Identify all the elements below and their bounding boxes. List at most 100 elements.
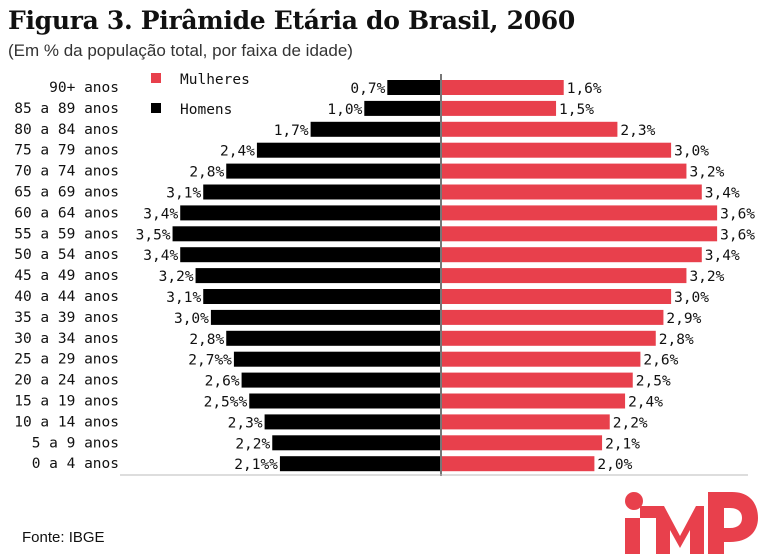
data-label-mulheres: 1,6% [567,81,602,97]
data-label-homens: 2,8% [189,332,224,348]
bar-mulheres-85-a-89-anos [441,100,557,116]
bar-mulheres-55-a-59-anos [441,226,718,242]
category-label: 30 a 34 anos [14,331,119,347]
category-label: 15 a 19 anos [14,394,119,410]
category-label: 80 a 84 anos [14,122,119,138]
category-label: 50 a 54 anos [14,247,119,263]
bar-mulheres-15-a-19-anos [441,393,626,409]
bar-homens-70-a-74-anos [226,163,441,179]
category-label: 0 a 4 anos [32,456,119,472]
bar-homens-15-a-19-anos [249,393,441,409]
data-label-homens: 1,7% [274,123,309,139]
bar-homens-85-a-89-anos [364,100,441,116]
bar-mulheres-75-a-79-anos [441,142,672,158]
category-label: 70 a 74 anos [14,164,119,180]
data-label-mulheres: 2,9% [666,311,701,327]
bar-homens-90plus-anos [387,80,441,95]
category-label: 85 a 89 anos [14,101,119,117]
data-label-homens: 2,3% [228,415,263,431]
labels-group: 90+ anos 0,7% 1,6% 85 a 89 anos 1,0% 1,5% 80 a… [14,80,755,473]
data-label-homens: 3,4% [143,248,178,264]
bar-homens-5-a-9-anos [272,435,441,451]
data-label-homens: 1,0% [327,102,362,118]
data-label-mulheres: 2,1% [605,436,640,452]
category-label: 40 a 44 anos [14,289,119,305]
legend-label-homens: Homens [180,102,232,118]
data-label-homens: 3,2% [159,269,194,285]
data-label-homens: 2,1%% [234,457,278,473]
data-label-mulheres: 3,4% [705,248,740,264]
bar-mulheres-90plus-anos [441,80,564,95]
bar-mulheres-80-a-84-anos [441,121,618,137]
bar-mulheres-50-a-54-anos [441,247,702,263]
bar-homens-65-a-69-anos [203,184,441,200]
data-label-mulheres: 3,2% [689,165,724,181]
bar-homens-30-a-34-anos [226,330,441,346]
category-label: 35 a 39 anos [14,310,119,326]
category-label: 5 a 9 anos [32,435,119,451]
data-label-mulheres: 2,3% [620,123,655,139]
data-label-homens: 3,1% [166,290,201,306]
category-label: 45 a 49 anos [14,268,119,284]
chart-subtitle: (Em % da população total, por faixa de i… [8,41,353,60]
bar-homens-75-a-79-anos [256,142,441,158]
bar-homens-10-a-14-anos [264,414,441,430]
category-label: 90+ anos [49,80,119,96]
category-label: 25 a 29 anos [14,352,119,368]
bar-homens-20-a-24-anos [241,372,441,388]
bar-mulheres-25-a-29-anos [441,351,641,367]
bar-homens-60-a-64-anos [180,205,441,221]
bar-homens-45-a-49-anos [195,268,441,284]
data-label-homens: 0,7% [350,81,385,97]
data-label-mulheres: 2,5% [636,374,671,390]
legend: Mulheres Homens [151,72,250,118]
data-label-mulheres: 3,0% [674,290,709,306]
category-label: 10 a 14 anos [14,414,119,430]
data-label-mulheres: 2,8% [659,332,694,348]
bar-homens-25-a-29-anos [233,351,441,367]
bar-mulheres-5-a-9-anos [441,435,603,451]
data-label-mulheres: 3,6% [720,227,755,243]
bar-mulheres-30-a-34-anos [441,330,656,346]
bar-homens-50-a-54-anos [180,247,441,263]
bar-mulheres-35-a-39-anos [441,309,664,325]
logo-dot [625,492,643,510]
bar-mulheres-70-a-74-anos [441,163,687,179]
data-label-mulheres: 2,6% [643,353,678,369]
bar-mulheres-10-a-14-anos [441,414,610,430]
category-label: 75 a 79 anos [14,143,119,159]
bar-homens-55-a-59-anos [172,226,442,242]
category-label: 65 a 69 anos [14,185,119,201]
mp-logo-icon [625,492,758,554]
data-label-homens: 2,6% [205,374,240,390]
bar-mulheres-0-a-4-anos [441,456,595,472]
data-label-mulheres: 2,4% [628,395,663,411]
data-label-homens: 2,4% [220,144,255,160]
bar-homens-0-a-4-anos [279,456,441,472]
data-label-mulheres: 3,2% [689,269,724,285]
bars-group [172,80,718,472]
data-label-homens: 2,7%% [188,353,232,369]
chart-title: Figura 3. Pirâmide Etária do Brasil, 206… [8,6,575,35]
bar-mulheres-20-a-24-anos [441,372,633,388]
logo-m [625,506,704,554]
logo-p [708,492,758,554]
data-label-mulheres: 1,5% [559,102,594,118]
data-label-homens: 2,2% [235,436,270,452]
data-label-homens: 2,8% [189,165,224,181]
bar-mulheres-40-a-44-anos [441,289,672,304]
category-label: 60 a 64 anos [14,205,119,221]
bar-homens-80-a-84-anos [310,121,441,137]
bar-mulheres-45-a-49-anos [441,268,687,284]
bar-mulheres-65-a-69-anos [441,184,702,200]
data-label-homens: 3,5% [136,227,171,243]
data-label-homens: 3,0% [174,311,209,327]
data-label-mulheres: 2,2% [613,415,648,431]
legend-label-mulheres: Mulheres [180,72,250,88]
data-label-homens: 3,1% [166,186,201,202]
bar-homens-40-a-44-anos [203,289,441,304]
legend-swatch-homens [151,103,161,113]
data-label-mulheres: 3,6% [720,206,755,222]
bar-homens-35-a-39-anos [210,309,441,325]
